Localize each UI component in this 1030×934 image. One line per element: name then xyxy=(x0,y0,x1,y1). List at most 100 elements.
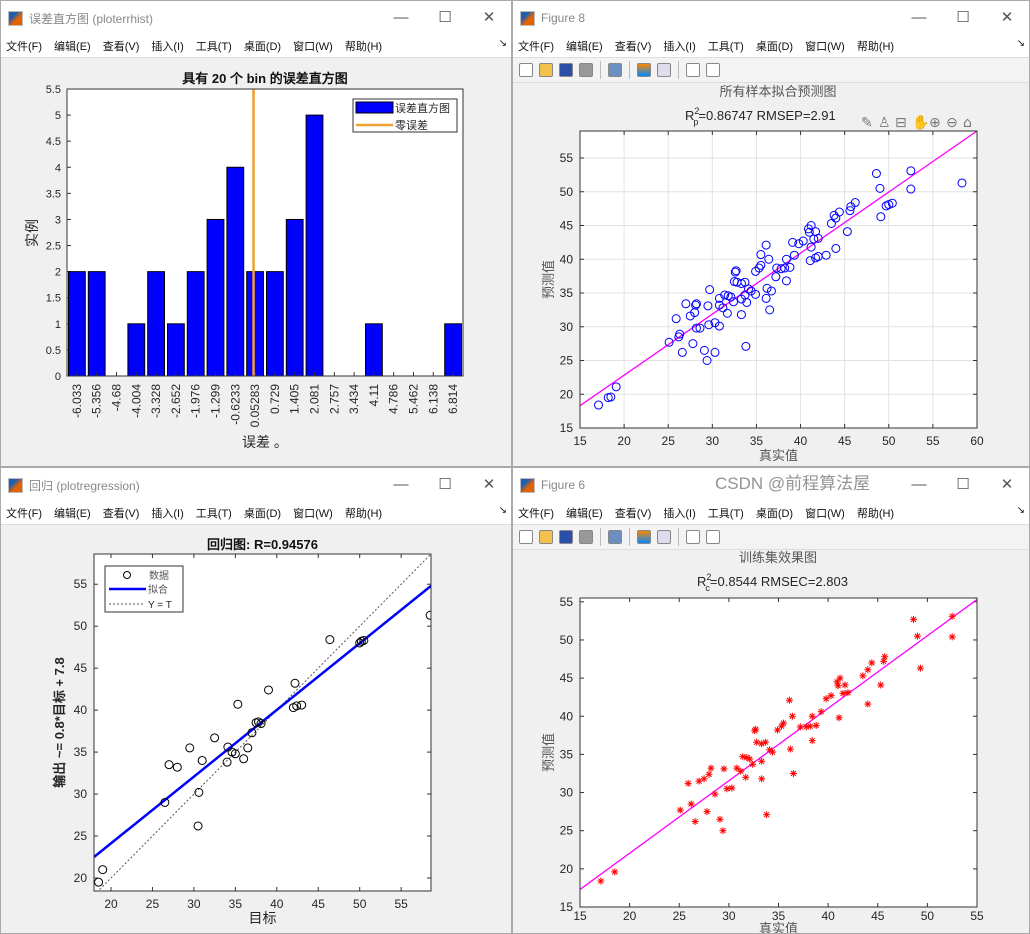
data-point xyxy=(831,243,841,253)
property-inspector-icon[interactable] xyxy=(706,530,720,544)
menu-item[interactable]: 查看(V) xyxy=(614,41,652,53)
menu-item[interactable]: 工具(T) xyxy=(707,508,744,520)
menu-item[interactable]: 窗口(W) xyxy=(293,41,333,53)
y-tick-label: 45 xyxy=(560,671,574,685)
menu-item[interactable]: 文件(F) xyxy=(6,41,43,53)
data-point xyxy=(702,356,712,365)
legend-icon[interactable] xyxy=(657,530,671,544)
maximize-button[interactable]: ☐ xyxy=(438,476,452,493)
colorbar-icon[interactable] xyxy=(637,63,651,77)
menu-item[interactable]: 编辑(E) xyxy=(54,41,91,53)
maximize-button[interactable]: ☐ xyxy=(956,476,970,493)
brush-icon[interactable]: ✎ xyxy=(861,115,873,131)
data-point xyxy=(691,323,701,333)
menu-item[interactable]: 编辑(E) xyxy=(54,508,91,520)
minimize-button[interactable]: — xyxy=(393,476,409,493)
open-folder-icon[interactable] xyxy=(539,63,553,77)
y-tick-label: 20 xyxy=(560,862,574,876)
menu-item[interactable]: 桌面(D) xyxy=(755,41,794,53)
menu-item[interactable]: 工具(T) xyxy=(195,41,232,53)
data-point xyxy=(719,827,727,835)
print-icon[interactable] xyxy=(579,530,593,544)
y-tick-label: 15 xyxy=(560,421,574,435)
menu-item[interactable]: 桌面(D) xyxy=(755,508,794,520)
menu-item[interactable]: 工具(T) xyxy=(195,508,232,520)
histogram-bar xyxy=(147,271,165,377)
zoom-out-icon[interactable]: ⊖ xyxy=(946,115,958,131)
menu-item[interactable]: 窗口(W) xyxy=(293,508,333,520)
menu-item[interactable]: 帮助(H) xyxy=(344,41,383,53)
new-file-icon[interactable] xyxy=(519,63,533,77)
data-point xyxy=(160,797,170,807)
link-plot-icon[interactable] xyxy=(608,63,622,77)
minimize-button[interactable]: — xyxy=(911,9,927,26)
maximize-button[interactable]: ☐ xyxy=(956,9,970,26)
pan-hand-icon[interactable]: ✋ xyxy=(912,114,929,131)
colorbar-icon[interactable] xyxy=(637,530,651,544)
menu-item[interactable]: 窗口(W) xyxy=(805,508,845,520)
pointer-icon[interactable] xyxy=(686,63,700,77)
close-button[interactable]: ✕ xyxy=(1000,9,1014,26)
undock-arrow-icon[interactable]: ↘ xyxy=(1016,38,1025,49)
menu-item[interactable]: 查看(V) xyxy=(102,508,140,520)
x-axis-label: 真实值 xyxy=(759,448,798,464)
menu-item[interactable]: 帮助(H) xyxy=(856,41,895,53)
legend-toggle-icon[interactable]: ⊟ xyxy=(895,115,907,131)
menu-item[interactable]: 插入(I) xyxy=(663,508,696,520)
property-inspector-icon[interactable] xyxy=(706,63,720,77)
menu-item[interactable]: 帮助(H) xyxy=(344,508,383,520)
x-tick-label: 20 xyxy=(623,909,637,923)
menu-item[interactable]: 帮助(H) xyxy=(856,508,895,520)
data-tips-icon[interactable]: ♙ xyxy=(878,115,891,131)
maximize-button[interactable]: ☐ xyxy=(438,9,452,26)
menu-bar: 文件(F) 编辑(E) 查看(V) 插入(I) 工具(T) 桌面(D) 窗口(W) 帮助(H)… xyxy=(1,502,511,525)
chart-title: 具有 20 个 bin 的误差直方图 xyxy=(182,71,347,86)
menu-item[interactable]: 文件(F) xyxy=(518,41,555,53)
undock-arrow-icon[interactable]: ↘ xyxy=(1016,505,1025,516)
menu-item[interactable]: 窗口(W) xyxy=(805,41,845,53)
open-folder-icon[interactable] xyxy=(539,530,553,544)
data-point xyxy=(813,233,823,243)
matlab-logo-icon xyxy=(520,477,535,493)
data-point xyxy=(737,767,745,775)
menu-item[interactable]: 插入(I) xyxy=(151,508,184,520)
menu-item[interactable]: 查看(V) xyxy=(102,41,140,53)
menu-item[interactable]: 查看(V) xyxy=(614,508,652,520)
new-file-icon[interactable] xyxy=(519,530,533,544)
undock-arrow-icon[interactable]: ↘ xyxy=(498,38,507,49)
x-axis-label: 误差 。 xyxy=(242,434,288,450)
data-point xyxy=(671,314,681,324)
menu-item[interactable]: 文件(F) xyxy=(518,508,555,520)
x-tick-label: -1.299 xyxy=(209,384,223,418)
menu-item[interactable]: 插入(I) xyxy=(151,41,184,53)
print-icon[interactable] xyxy=(579,63,593,77)
menu-item[interactable]: 文件(F) xyxy=(6,508,43,520)
menu-item[interactable]: 插入(I) xyxy=(663,41,696,53)
menu-item[interactable]: 编辑(E) xyxy=(566,508,603,520)
close-button[interactable]: ✕ xyxy=(482,9,496,26)
menu-item[interactable]: 桌面(D) xyxy=(243,508,282,520)
save-icon[interactable] xyxy=(559,63,573,77)
fig6-chart: 15 20 25 30 35 40 45 50 55 15 20 25 30 35 40 45 50 55 真实值 预… xyxy=(541,550,984,933)
restore-view-icon[interactable]: ⌂ xyxy=(963,115,972,131)
axes-background xyxy=(580,598,977,907)
close-button[interactable]: ✕ xyxy=(1000,476,1014,493)
save-icon[interactable] xyxy=(559,530,573,544)
minimize-button[interactable]: — xyxy=(393,9,409,26)
y-tick-label: 30 xyxy=(560,320,574,334)
zoom-in-icon[interactable]: ⊕ xyxy=(929,115,941,131)
link-plot-icon[interactable] xyxy=(608,530,622,544)
pointer-icon[interactable] xyxy=(686,530,700,544)
data-point xyxy=(723,785,731,793)
data-point xyxy=(749,760,757,768)
close-button[interactable]: ✕ xyxy=(482,476,496,493)
menu-item[interactable]: 编辑(E) xyxy=(566,41,603,53)
minimize-button[interactable]: — xyxy=(911,476,927,493)
data-point xyxy=(876,212,886,222)
legend-icon[interactable] xyxy=(657,63,671,77)
menu-item[interactable]: 工具(T) xyxy=(707,41,744,53)
menu-item[interactable]: 桌面(D) xyxy=(243,41,282,53)
undock-arrow-icon[interactable]: ↘ xyxy=(498,505,507,516)
